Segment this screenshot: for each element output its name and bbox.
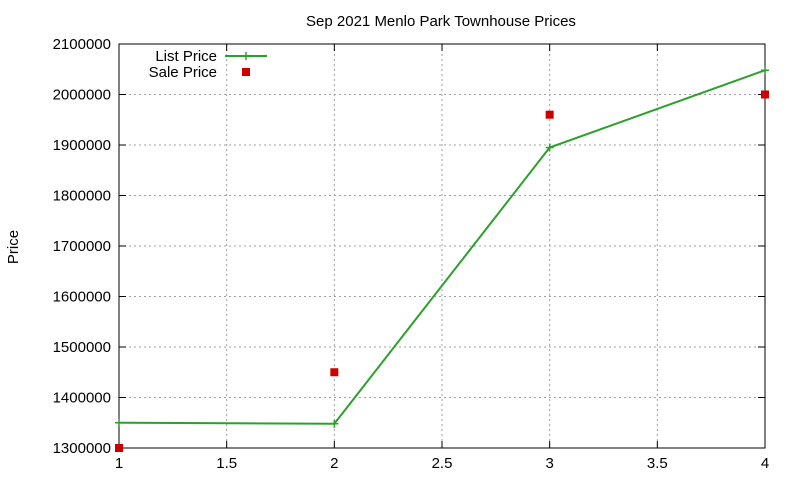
x-axis-ticks: 1 1.5 2 2.5 3 3.5 4 (115, 44, 769, 472)
y-tick-label: 1700000 (53, 238, 111, 255)
legend-plus-swatch (242, 52, 250, 60)
y-axis-label: Price (5, 230, 22, 264)
y-tick-label: 1600000 (53, 289, 111, 306)
x-tick-label: 4 (761, 455, 769, 472)
x-tick-label: 3 (545, 455, 553, 472)
sale-price-point (761, 90, 769, 99)
series-group (115, 66, 769, 452)
y-tick-label: 1800000 (53, 188, 111, 205)
y-tick-label: 1400000 (53, 390, 111, 407)
sale-price-point (115, 444, 123, 452)
y-tick-label: 2100000 (53, 36, 111, 53)
y-tick-label: 1300000 (53, 440, 111, 457)
list-price-point (761, 66, 769, 75)
x-tick-label: 3.5 (647, 455, 668, 472)
list-price-line (118, 69, 766, 425)
y-tick-label: 2000000 (53, 87, 111, 104)
sale-price-point (330, 368, 339, 377)
gridlines (119, 44, 765, 448)
sale-price-point (545, 110, 554, 119)
list-price-point (330, 419, 339, 428)
list-price-point (545, 143, 554, 152)
x-tick-label: 1 (115, 455, 123, 472)
y-tick-label: 1500000 (53, 339, 111, 356)
legend-label: List Price (155, 48, 217, 65)
chart-title: Sep 2021 Menlo Park Townhouse Prices (306, 13, 576, 30)
x-tick-label: 2 (330, 455, 338, 472)
legend-square-swatch (242, 68, 250, 76)
list-price-point (115, 418, 123, 427)
y-tick-label: 1900000 (53, 137, 111, 154)
y-axis-ticks: 1300000 1400000 1500000 1600000 1700000 18000… (53, 36, 765, 457)
legend-label: Sale Price (149, 64, 217, 81)
x-tick-label: 2.5 (432, 455, 453, 472)
x-tick-label: 1.5 (216, 455, 237, 472)
